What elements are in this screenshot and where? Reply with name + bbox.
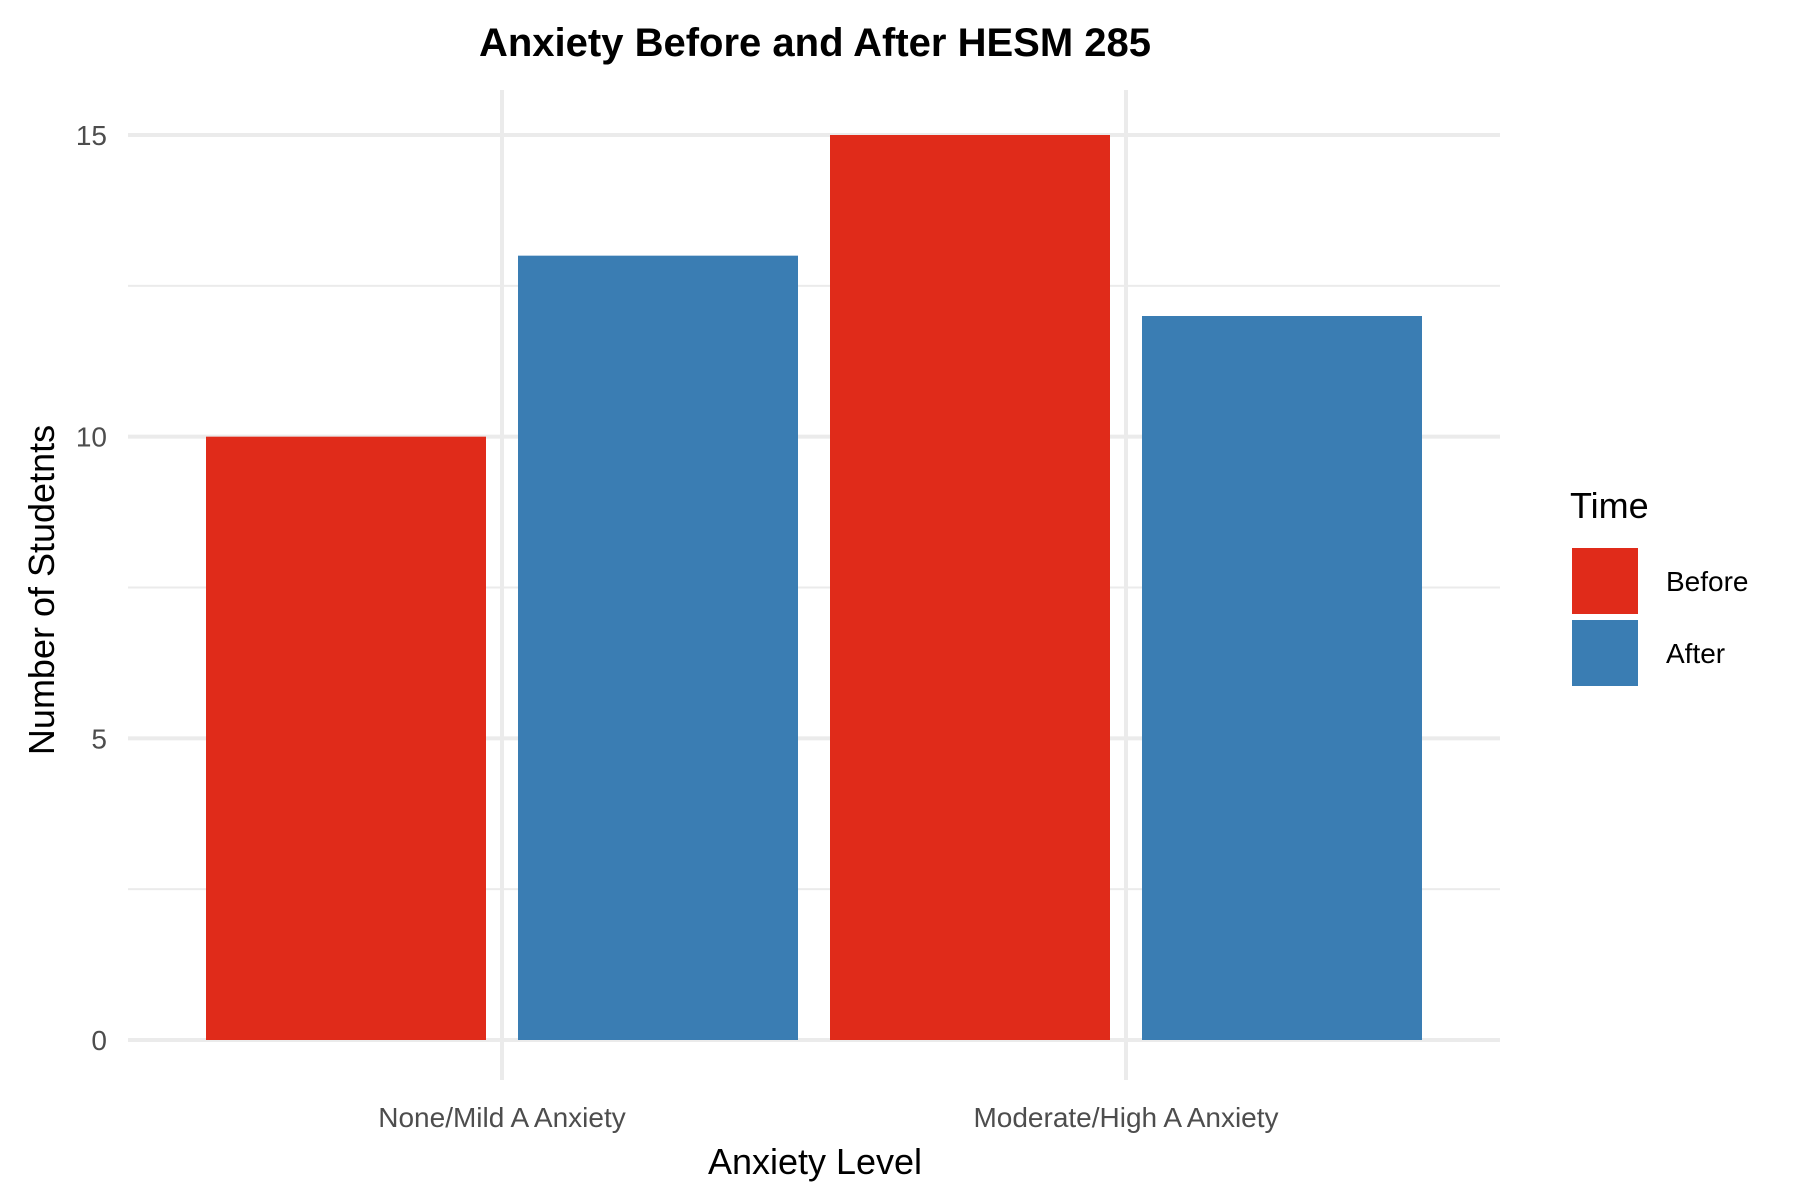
legend-key-after (1572, 620, 1638, 686)
chart-title: Anxiety Before and After HESM 285 (479, 21, 1151, 65)
x-tick-label: Moderate/High A Anxiety (973, 1102, 1278, 1133)
y-axis-ticks: 0 5 10 15 (76, 120, 107, 1056)
bar-before-1 (206, 436, 486, 1041)
legend-label-after: After (1666, 638, 1725, 669)
x-axis-ticks: None/Mild A Anxiety Moderate/High A Anxie… (378, 1102, 1278, 1133)
y-tick-label: 10 (76, 422, 107, 453)
bar-before-2 (830, 135, 1110, 1040)
bars (206, 135, 1422, 1041)
y-axis-title: Number of Studetnts (21, 425, 62, 755)
bar-after-1 (518, 255, 798, 1040)
x-axis-title: Anxiety Level (708, 1141, 922, 1182)
legend-key-before (1572, 548, 1638, 614)
x-tick-label: None/Mild A Anxiety (378, 1102, 625, 1133)
y-tick-label: 15 (76, 120, 107, 151)
y-tick-label: 0 (91, 1025, 107, 1056)
legend-title: Time (1570, 485, 1649, 526)
y-tick-label: 5 (91, 723, 107, 754)
legend-label-before: Before (1666, 566, 1749, 597)
legend: Time Before After (1570, 485, 1749, 686)
bar-after-2 (1142, 316, 1422, 1040)
